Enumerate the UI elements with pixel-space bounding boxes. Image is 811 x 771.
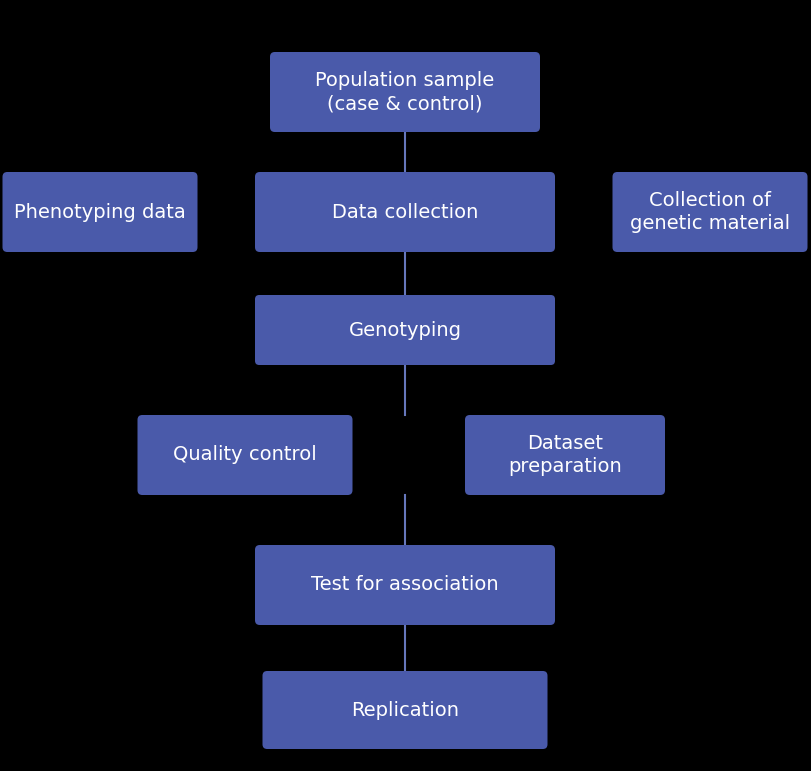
Text: Collection of
genetic material: Collection of genetic material <box>630 190 790 234</box>
Text: Test for association: Test for association <box>311 575 499 594</box>
Text: Phenotyping data: Phenotyping data <box>14 203 186 221</box>
FancyBboxPatch shape <box>612 172 808 252</box>
FancyBboxPatch shape <box>138 415 353 495</box>
FancyBboxPatch shape <box>270 52 540 132</box>
FancyBboxPatch shape <box>255 295 555 365</box>
FancyBboxPatch shape <box>255 545 555 625</box>
FancyBboxPatch shape <box>255 172 555 252</box>
Text: Dataset
preparation: Dataset preparation <box>508 434 622 476</box>
Text: Genotyping: Genotyping <box>349 321 461 339</box>
Text: Population sample
(case & control): Population sample (case & control) <box>315 71 495 113</box>
FancyBboxPatch shape <box>263 671 547 749</box>
FancyBboxPatch shape <box>2 172 198 252</box>
Text: Replication: Replication <box>351 701 459 719</box>
Text: Quality control: Quality control <box>173 446 317 464</box>
Text: Data collection: Data collection <box>332 203 478 221</box>
FancyBboxPatch shape <box>465 415 665 495</box>
